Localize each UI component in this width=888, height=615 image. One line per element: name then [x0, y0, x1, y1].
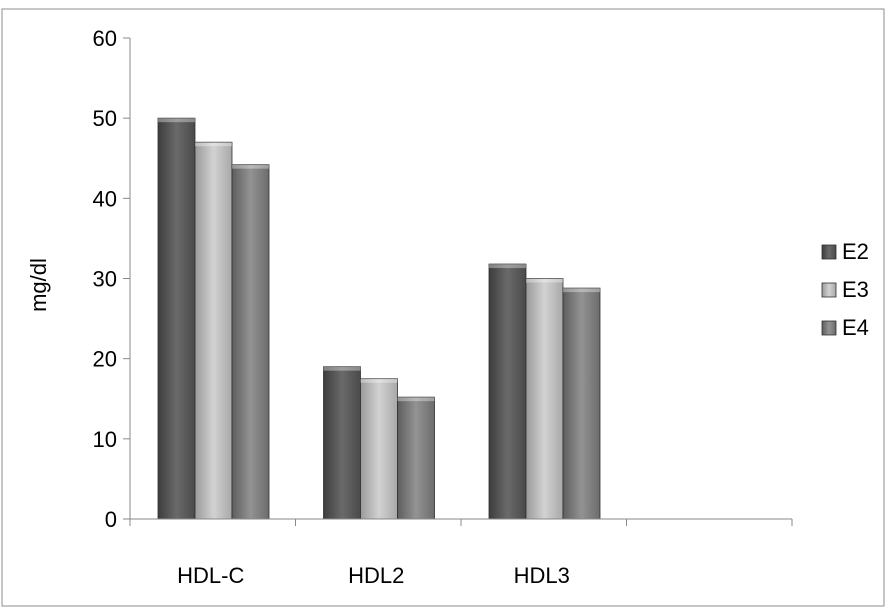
legend-label-e3: E3	[842, 277, 869, 302]
bar-highlight	[563, 288, 600, 293]
y-tick-label: 50	[93, 106, 117, 131]
legend-swatch-e2	[821, 244, 837, 260]
y-tick-label: 40	[93, 186, 117, 211]
bar-highlight	[397, 397, 435, 402]
y-tick-label: 0	[105, 507, 117, 532]
bar-e2-hdl3	[488, 263, 527, 520]
bar-highlight	[158, 118, 195, 123]
chart-border	[1, 8, 885, 607]
legend: E2 E3 E4	[821, 239, 869, 340]
bar-e3-hdl-c	[194, 141, 233, 520]
bar-e2-hdl-c	[157, 117, 196, 520]
x-tick-label: HDL-C	[177, 563, 244, 588]
bar-e3-hdl2	[360, 378, 398, 520]
y-axis-title: mg/dl	[26, 258, 51, 312]
bar-e4-hdl3	[562, 287, 601, 520]
legend-label-e4: E4	[842, 315, 869, 340]
bar-e3-hdl3	[525, 278, 564, 520]
bar-highlight	[195, 142, 232, 147]
legend-swatch-e3	[821, 282, 837, 298]
bar-highlight	[232, 164, 269, 169]
bar-e4-hdl-c	[231, 164, 270, 520]
bar-highlight	[489, 264, 526, 269]
bar-e2-hdl2	[323, 366, 361, 520]
legend-label-e2: E2	[842, 239, 869, 264]
x-tick-label: HDL2	[348, 563, 404, 588]
y-tick-label: 20	[93, 347, 117, 372]
bar-highlight	[323, 366, 361, 371]
bar-highlight	[526, 278, 563, 283]
bar-e4-hdl2	[397, 396, 435, 520]
axes-layer: 0 10 20 30 40 50 60 HDL-C HDL2 HDL3	[93, 26, 793, 588]
y-tick-label: 10	[93, 427, 117, 452]
bar-highlight	[360, 378, 398, 383]
bars-layer	[157, 117, 601, 520]
legend-swatch-e4	[821, 320, 837, 336]
y-tick-label: 60	[93, 26, 117, 51]
y-tick-label: 30	[93, 267, 117, 292]
x-tick-label: HDL3	[514, 563, 570, 588]
